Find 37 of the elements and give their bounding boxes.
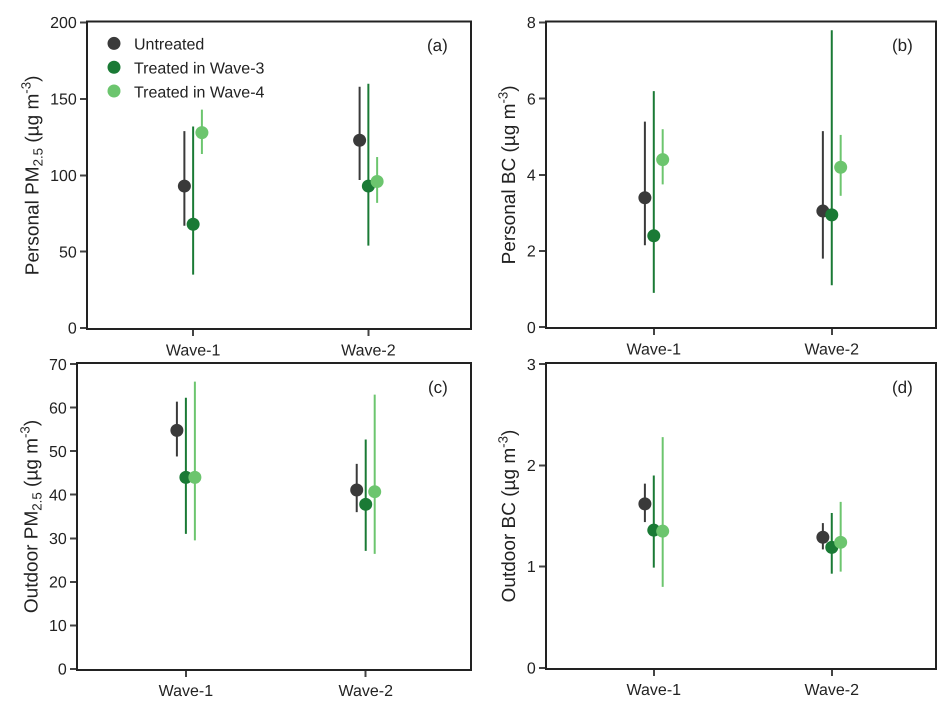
x-tick-label: Wave-1	[166, 342, 221, 360]
annotation: (a)	[427, 36, 448, 55]
y-tick-label: 50	[49, 444, 67, 461]
y-tick-label: 0	[526, 660, 536, 678]
legend-label: Untreated	[134, 36, 204, 54]
y-tick-label: 4	[526, 167, 536, 184]
legend-label: Treated in Wave-4	[134, 84, 265, 102]
x-tick-label: Wave-2	[804, 341, 860, 358]
y-tick-label: 1	[526, 559, 536, 576]
y-tick-label: 20	[49, 574, 67, 592]
x-tick-label: Wave-2	[341, 342, 396, 360]
y-tick-label: 200	[50, 15, 77, 32]
x-tick-label: Wave-1	[626, 682, 682, 699]
y-tick-label: 30	[49, 530, 67, 548]
y-tick-label: 0	[58, 661, 67, 678]
y-tick-label: 6	[526, 91, 536, 108]
y-tick-label: 50	[59, 244, 77, 262]
y-tick-label: 100	[50, 168, 77, 185]
annotation: (d)	[892, 378, 913, 397]
y-tick-label: 2	[526, 458, 536, 476]
y-tick-label: 2	[526, 244, 536, 261]
x-tick-label: Wave-1	[158, 682, 214, 700]
y-tick-label: 10	[49, 618, 67, 635]
y-tick-label: 8	[526, 15, 536, 32]
y-tick-label: 0	[526, 320, 536, 337]
y-tick-label: 60	[49, 400, 67, 418]
annotation: (c)	[428, 378, 448, 397]
x-tick-label: Wave-2	[338, 682, 394, 700]
y-tick-label: 150	[50, 92, 77, 109]
y-tick-label: 0	[68, 320, 77, 338]
legend-label: Treated in Wave-3	[134, 60, 265, 78]
annotation: (b)	[892, 36, 913, 55]
y-tick-label: 3	[526, 356, 536, 374]
x-tick-label: Wave-2	[804, 682, 860, 699]
x-tick-label: Wave-1	[626, 341, 682, 358]
y-tick-label: 70	[49, 356, 67, 374]
y-tick-label: 40	[49, 487, 67, 504]
